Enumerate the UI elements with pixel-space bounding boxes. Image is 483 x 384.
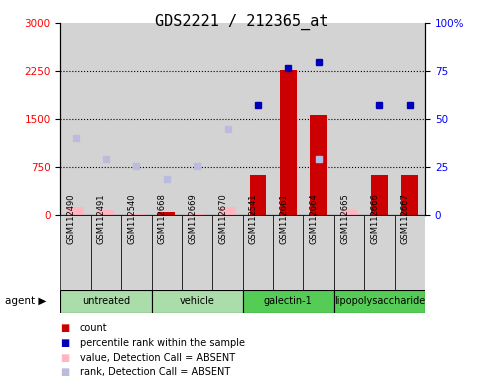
Text: galectin-1: galectin-1 [264, 296, 313, 306]
Bar [303, 215, 334, 290]
Bar [60, 290, 152, 313]
Text: value, Detection Call = ABSENT: value, Detection Call = ABSENT [80, 353, 235, 362]
Text: percentile rank within the sample: percentile rank within the sample [80, 338, 245, 348]
Text: GSM112540: GSM112540 [128, 194, 136, 244]
Bar [401, 175, 418, 215]
Bar [250, 175, 266, 215]
Bar [303, 23, 334, 215]
Text: GSM112664: GSM112664 [310, 194, 319, 244]
Text: GSM112669: GSM112669 [188, 194, 197, 244]
Bar [310, 115, 327, 215]
Bar [334, 215, 364, 290]
Bar [273, 23, 303, 215]
Bar [213, 215, 243, 290]
Text: GSM112667: GSM112667 [401, 194, 410, 244]
Bar [60, 215, 91, 290]
Bar [189, 214, 205, 215]
Text: vehicle: vehicle [180, 296, 214, 306]
Text: GSM112665: GSM112665 [340, 194, 349, 244]
Bar [121, 23, 152, 215]
Bar [395, 23, 425, 215]
Bar [371, 175, 388, 215]
Bar [219, 207, 236, 215]
Bar [243, 23, 273, 215]
Bar [364, 215, 395, 290]
Text: GSM112670: GSM112670 [218, 194, 227, 244]
Text: GSM112666: GSM112666 [370, 194, 380, 244]
Text: GSM112491: GSM112491 [97, 194, 106, 244]
Bar [364, 23, 395, 215]
Bar [98, 210, 114, 215]
Bar [280, 70, 297, 215]
Bar [182, 23, 213, 215]
Text: ■: ■ [60, 367, 70, 377]
Text: ■: ■ [60, 353, 70, 362]
Bar [60, 23, 91, 215]
Bar [182, 215, 213, 290]
Bar [213, 23, 243, 215]
Bar [341, 210, 357, 215]
Bar [152, 215, 182, 290]
Text: count: count [80, 323, 107, 333]
Bar [152, 23, 182, 215]
Bar [91, 23, 121, 215]
Bar [67, 207, 84, 215]
Bar [334, 290, 425, 313]
Bar [243, 290, 334, 313]
Bar [395, 215, 425, 290]
Text: ■: ■ [60, 338, 70, 348]
Text: untreated: untreated [82, 296, 130, 306]
Text: lipopolysaccharide: lipopolysaccharide [334, 296, 425, 306]
Bar [152, 290, 243, 313]
Text: agent ▶: agent ▶ [5, 296, 46, 306]
Text: GSM112668: GSM112668 [158, 194, 167, 244]
Bar [243, 215, 273, 290]
Bar [158, 212, 175, 215]
Bar [91, 215, 121, 290]
Text: GSM112541: GSM112541 [249, 194, 258, 244]
Bar [273, 215, 303, 290]
Text: rank, Detection Call = ABSENT: rank, Detection Call = ABSENT [80, 367, 230, 377]
Text: GSM112490: GSM112490 [67, 194, 75, 244]
Text: GSM112661: GSM112661 [279, 194, 288, 244]
Text: ■: ■ [60, 323, 70, 333]
Bar [121, 215, 152, 290]
Bar [334, 23, 364, 215]
Text: GDS2221 / 212365_at: GDS2221 / 212365_at [155, 13, 328, 30]
Bar [128, 214, 145, 215]
